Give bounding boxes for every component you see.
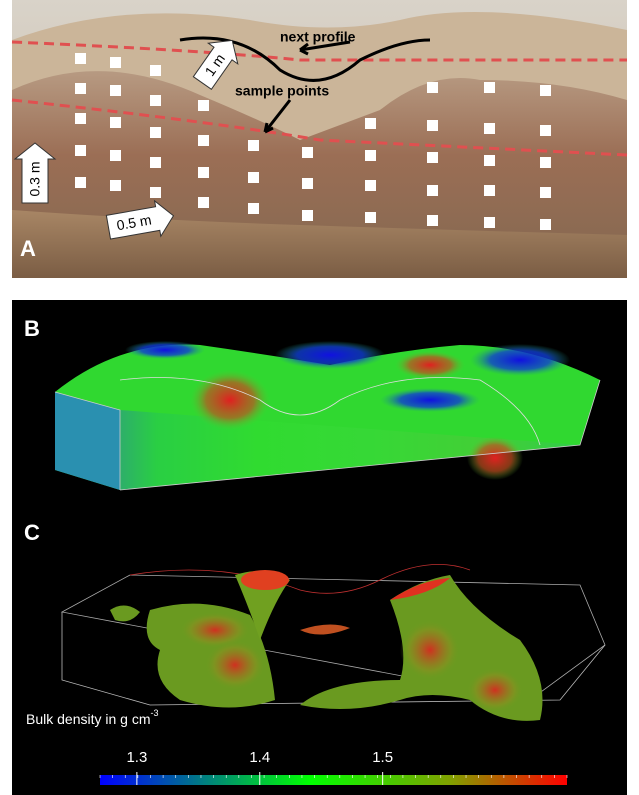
colorbar-tick-label: 1.5 bbox=[372, 749, 393, 766]
sample-point bbox=[75, 113, 86, 124]
sample-point bbox=[302, 210, 313, 221]
sample-point bbox=[427, 215, 438, 226]
panel-label: C bbox=[24, 520, 40, 545]
sample-point bbox=[540, 85, 551, 96]
sample-point bbox=[75, 177, 86, 188]
low-density bbox=[275, 341, 385, 369]
sample-point bbox=[484, 155, 495, 166]
panel-label: A bbox=[20, 236, 36, 261]
sample-point bbox=[302, 147, 313, 158]
sample-point bbox=[484, 123, 495, 134]
sample-point bbox=[427, 82, 438, 93]
sample-point bbox=[150, 95, 161, 106]
panel-label: B bbox=[24, 316, 40, 341]
sample-point bbox=[110, 150, 121, 161]
sample-point bbox=[365, 118, 376, 129]
high-density bbox=[467, 668, 523, 712]
colorbar-title: Bulk density in g cm-3 bbox=[26, 708, 159, 726]
sample-point bbox=[198, 100, 209, 111]
sample-point bbox=[198, 167, 209, 178]
sample-point bbox=[484, 185, 495, 196]
sample-point bbox=[248, 203, 259, 214]
colorbar-tick-label: 1.3 bbox=[126, 749, 147, 766]
sample-point bbox=[484, 217, 495, 228]
model-b bbox=[55, 341, 600, 490]
sample-point bbox=[110, 85, 121, 96]
photo-panel: next profile sample points 1 m 0.3 m 0.5… bbox=[12, 0, 627, 278]
annotation: next profile bbox=[280, 29, 356, 45]
sample-point bbox=[484, 82, 495, 93]
low-density bbox=[380, 388, 480, 412]
sample-point bbox=[427, 120, 438, 131]
sample-point bbox=[110, 117, 121, 128]
sample-point bbox=[427, 152, 438, 163]
sample-point bbox=[150, 157, 161, 168]
sample-point bbox=[198, 135, 209, 146]
figure: next profile sample points 1 m 0.3 m 0.5… bbox=[0, 0, 639, 795]
high-density bbox=[395, 351, 465, 379]
annotation: 0.3 m bbox=[27, 161, 43, 196]
sample-point bbox=[302, 178, 313, 189]
colorbar-title-text: Bulk density in g cm bbox=[26, 711, 151, 727]
high-density bbox=[205, 640, 265, 690]
sample-point bbox=[150, 187, 161, 198]
annotation: sample points bbox=[235, 83, 329, 99]
sample-point bbox=[248, 140, 259, 151]
sample-point bbox=[110, 57, 121, 68]
high-density bbox=[400, 620, 460, 680]
colorbar-title-superscript: -3 bbox=[151, 708, 159, 718]
sample-point bbox=[150, 65, 161, 76]
sample-point bbox=[540, 157, 551, 168]
sample-point bbox=[150, 127, 161, 138]
sample-point bbox=[75, 83, 86, 94]
low-density bbox=[125, 341, 205, 359]
sample-point bbox=[540, 219, 551, 230]
sample-point bbox=[75, 53, 86, 64]
sample-point bbox=[540, 187, 551, 198]
high-density bbox=[190, 370, 270, 430]
sample-point bbox=[248, 172, 259, 183]
sample-point bbox=[198, 197, 209, 208]
high-density bbox=[467, 436, 523, 480]
colorbar bbox=[100, 775, 567, 785]
colorbar-tick-label: 1.4 bbox=[249, 749, 270, 766]
high-density bbox=[241, 570, 289, 590]
sample-point bbox=[365, 180, 376, 191]
sample-point bbox=[427, 185, 438, 196]
low-density bbox=[470, 344, 570, 376]
sample-point bbox=[365, 212, 376, 223]
sample-point bbox=[110, 180, 121, 191]
sample-point bbox=[75, 145, 86, 156]
sample-point bbox=[540, 125, 551, 136]
sample-point bbox=[365, 150, 376, 161]
